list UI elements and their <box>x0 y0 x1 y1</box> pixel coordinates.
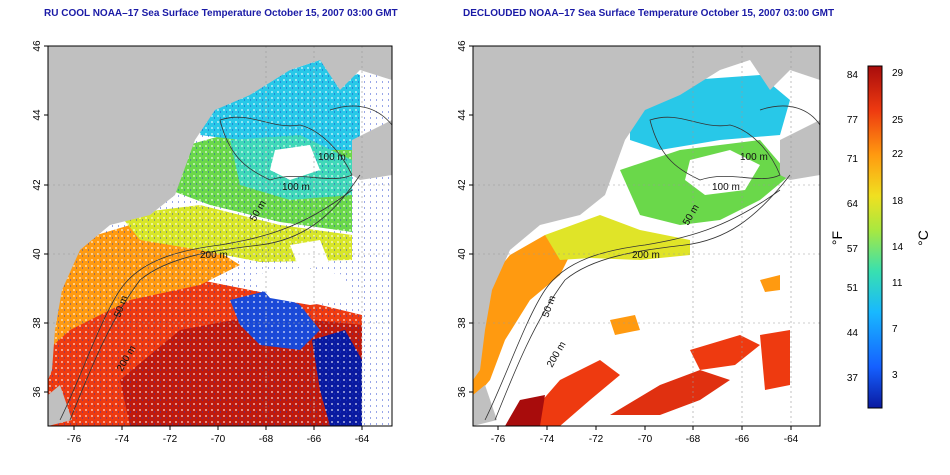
right-contour-label-2: 100 m <box>712 182 740 193</box>
c-tick-7: 7 <box>892 324 898 335</box>
right-sst-orange-patch-2 <box>610 315 640 335</box>
right-contour-ne <box>759 105 820 126</box>
f-tick-51: 51 <box>847 283 859 294</box>
left-ytick-42: 42 <box>32 179 43 191</box>
left-land-mainland <box>48 46 392 380</box>
right-xtick--66: -66 <box>735 434 750 445</box>
left-contour-label-4: 200 m <box>200 250 228 261</box>
left-xtick--66: -66 <box>307 434 322 445</box>
colorbar-f-ticks: 84 77 71 64 57 51 44 37 <box>847 70 859 384</box>
right-xtick--76: -76 <box>491 434 506 445</box>
right-sst-red-stream-1 <box>520 360 620 426</box>
right-yaxis-labels: 46 44 42 40 38 36 <box>457 40 468 398</box>
right-grid <box>473 46 820 426</box>
f-tick-71: 71 <box>847 154 859 165</box>
c-tick-18: 18 <box>892 196 904 207</box>
c-tick-29: 29 <box>892 68 904 79</box>
right-sst-red-stream-3 <box>690 335 760 370</box>
right-xtick--64: -64 <box>784 434 799 445</box>
c-tick-11: 11 <box>892 278 903 289</box>
left-contour-ne <box>329 105 392 126</box>
left-contour-label-2: 100 m <box>282 182 310 193</box>
left-cloud-gap-2 <box>270 145 320 180</box>
right-ytick-36: 36 <box>457 386 468 398</box>
left-map-panel: 100 m 100 m 50 m 200 m 50 m 200 m 46 44 … <box>32 40 393 445</box>
right-ytick-42: 42 <box>457 179 468 191</box>
right-axis-ticks <box>469 45 792 430</box>
right-land-mainland <box>473 46 820 380</box>
left-map-frame <box>47 45 393 427</box>
left-ytick-36: 36 <box>32 386 43 398</box>
right-contour-label-4: 200 m <box>632 250 660 261</box>
left-axis-ticks <box>44 45 363 430</box>
left-cloud-gap-3 <box>290 240 330 270</box>
left-ytick-40: 40 <box>32 248 43 260</box>
left-xtick--70: -70 <box>211 434 226 445</box>
right-contour-gom <box>649 116 781 181</box>
f-tick-84: 84 <box>847 70 859 81</box>
left-land-novascotia <box>352 120 392 180</box>
left-xtick--68: -68 <box>259 434 274 445</box>
left-xaxis-labels: -76 -74 -72 -70 -68 -66 -64 <box>67 434 370 445</box>
left-cloud-gap-1 <box>250 268 350 305</box>
colorbar-gradient <box>867 65 883 409</box>
right-sst-red-dark <box>505 395 545 426</box>
left-contour-gom <box>219 116 353 181</box>
left-yaxis-labels: 46 44 42 40 38 36 <box>32 40 43 398</box>
right-sst-orange-patch <box>760 275 780 292</box>
right-map-title: DECLOUDED NOAA–17 Sea Surface Temperatur… <box>463 8 835 19</box>
right-land-hatteras <box>473 385 497 426</box>
c-tick-22: 22 <box>892 149 904 160</box>
right-land-novascotia <box>780 120 820 180</box>
f-tick-37: 37 <box>847 373 859 384</box>
right-xtick--74: -74 <box>540 434 555 445</box>
right-xtick--70: -70 <box>638 434 653 445</box>
colorbar-unit-f: °F <box>829 231 845 245</box>
left-grid <box>48 46 392 426</box>
right-map-panel: 100 m 100 m 50 m 200 m 50 m 200 m 46 44 … <box>457 40 821 445</box>
left-xtick--72: -72 <box>163 434 178 445</box>
f-tick-57: 57 <box>847 244 859 255</box>
left-contour-shelf <box>59 189 353 421</box>
left-ytick-44: 44 <box>32 109 43 121</box>
right-cloud-gap-1 <box>685 150 760 195</box>
left-contour-100m <box>69 174 361 421</box>
right-xtick--72: -72 <box>589 434 604 445</box>
f-tick-44: 44 <box>847 328 859 339</box>
c-tick-25: 25 <box>892 115 904 126</box>
c-tick-14: 14 <box>892 242 904 253</box>
f-tick-64: 64 <box>847 199 859 210</box>
left-map-title: RU COOL NOAA–17 Sea Surface Temperature … <box>44 8 398 19</box>
right-ytick-40: 40 <box>457 248 468 260</box>
right-contour-label-1: 100 m <box>740 152 768 163</box>
right-contour-100m <box>494 174 791 421</box>
left-ytick-46: 46 <box>32 40 43 52</box>
left-xtick--74: -74 <box>115 434 130 445</box>
right-xtick--68: -68 <box>686 434 701 445</box>
right-ytick-46: 46 <box>457 40 468 52</box>
right-sst-orange-shelf <box>473 235 575 400</box>
left-ytick-38: 38 <box>32 317 43 329</box>
colorbar-c-ticks: 29 25 22 18 14 11 7 3 <box>892 68 904 381</box>
left-land-hatteras <box>48 385 72 426</box>
right-ytick-44: 44 <box>457 109 468 121</box>
c-tick-3: 3 <box>892 370 898 381</box>
right-xaxis-labels: -76 -74 -72 -70 -68 -66 -64 <box>491 434 799 445</box>
left-contour-label-1: 100 m <box>318 152 346 163</box>
right-sst-red-stream-2 <box>610 370 730 415</box>
right-ytick-38: 38 <box>457 317 468 329</box>
colorbar-unit-c: °C <box>915 230 931 246</box>
left-xtick--76: -76 <box>67 434 82 445</box>
right-contour-shelf <box>484 189 781 421</box>
left-xtick--64: -64 <box>355 434 370 445</box>
right-sst-red-stream-4 <box>760 330 790 390</box>
f-tick-77: 77 <box>847 115 859 126</box>
temperature-colorbar: 84 77 71 64 57 51 44 37 29 25 22 18 14 1… <box>829 65 931 409</box>
right-map-frame <box>472 45 821 427</box>
